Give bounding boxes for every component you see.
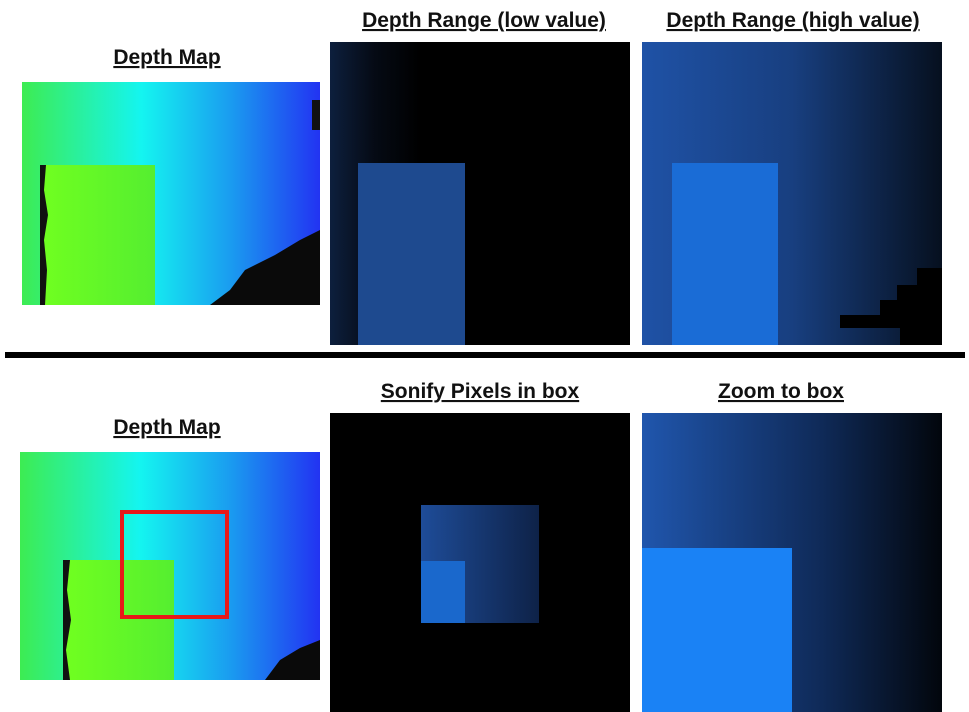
panel-title: Depth Range (low value) [362,9,606,32]
divider [5,352,965,358]
panel-title: Depth Map [113,416,220,439]
panel-title: Zoom to box [718,380,844,403]
sonify-image [330,413,630,712]
depth-map-image [20,452,320,680]
zoom-image [642,413,942,712]
low-value-image [330,42,630,345]
panel-title: Depth Map [113,46,220,69]
page: Depth Map Depth Range (low value) Depth … [0,0,969,712]
high-value-image [642,42,942,345]
figure: Depth Map Depth Range (low value) Depth … [0,0,969,712]
depth-map-image [22,82,320,305]
panel-title: Sonify Pixels in box [381,380,580,403]
panel-title: Depth Range (high value) [666,9,919,32]
